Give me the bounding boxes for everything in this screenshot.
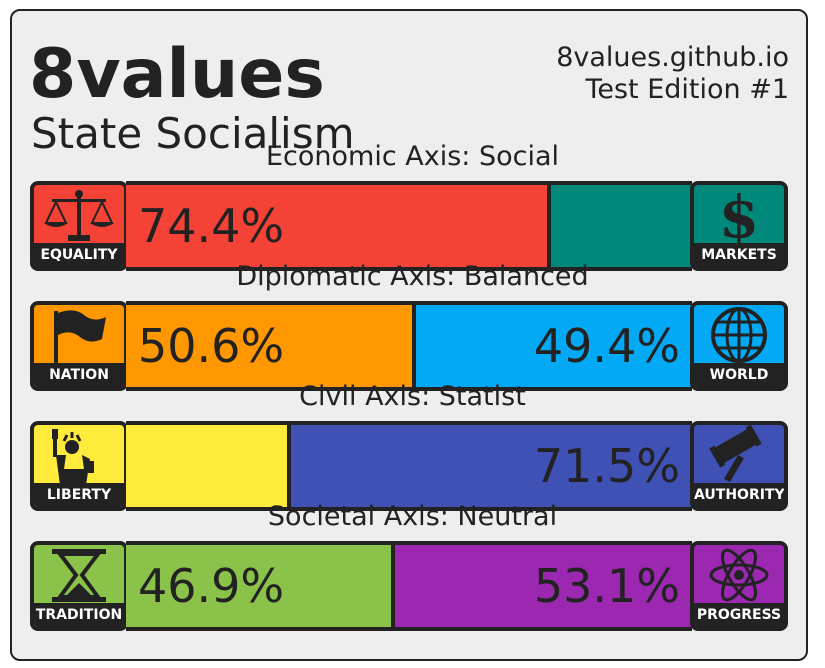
right-segment — [291, 425, 692, 507]
scales-icon — [44, 190, 114, 241]
left-segment — [126, 425, 287, 507]
icon-caption: WORLD — [694, 363, 784, 387]
right-percent: 49.4% — [533, 319, 680, 373]
icon-caption: AUTHORITY — [694, 483, 784, 507]
flag-icon — [54, 310, 106, 363]
dollar-icon: $ — [719, 185, 759, 245]
right-segment — [395, 545, 692, 627]
site-info: 8values.github.io Test Edition #1 — [556, 42, 789, 106]
statue-of-liberty-icon — [52, 429, 94, 485]
icon-caption: LIBERTY — [34, 483, 124, 507]
icon-caption: EQUALITY — [34, 243, 124, 267]
app-title: 8values — [29, 35, 325, 114]
axis-label: Diplomatic Axis: Balanced — [236, 261, 589, 292]
ideology-name: State Socialism — [31, 109, 355, 158]
axis-label: Economic Axis: Social — [265, 141, 560, 172]
icon-markets: $ MARKETS — [690, 181, 788, 271]
site-url: 8values.github.io — [556, 42, 789, 73]
segment-divider — [547, 185, 551, 267]
axis-label: Civil Axis: Statist — [299, 381, 526, 412]
icon-tradition: TRADITION — [30, 541, 128, 631]
axis-bar: 74.4% — [126, 181, 692, 271]
segment-divider — [391, 545, 395, 627]
right-percent: 53.1% — [533, 559, 680, 613]
left-segment — [126, 305, 412, 387]
gavel-icon — [709, 425, 762, 482]
left-segment — [126, 545, 391, 627]
icon-progress: PROGRESS — [690, 541, 788, 631]
icon-world: WORLD — [690, 301, 788, 391]
left-segment — [126, 185, 547, 267]
hourglass-icon — [52, 549, 106, 602]
edition-label: Test Edition #1 — [585, 74, 789, 105]
segment-divider — [287, 425, 291, 507]
icon-equality: EQUALITY — [30, 181, 128, 271]
right-segment — [416, 305, 692, 387]
globe-icon — [711, 307, 767, 363]
icon-authority: AUTHORITY — [690, 421, 788, 511]
segment-divider — [412, 305, 416, 387]
icon-caption: NATION — [34, 363, 124, 387]
icon-nation: NATION — [30, 301, 128, 391]
atom-icon — [709, 548, 769, 602]
axis-label: Societal Axis: Neutral — [267, 501, 558, 532]
left-percent: 74.4% — [138, 199, 285, 253]
icon-caption: TRADITION — [34, 603, 124, 627]
right-percent: 71.5% — [533, 439, 680, 493]
icon-caption: MARKETS — [694, 243, 784, 267]
icon-caption: PROGRESS — [694, 603, 784, 627]
axis-bar: 50.6% 49.4% — [126, 301, 692, 391]
left-percent: 50.6% — [138, 319, 285, 373]
right-segment — [551, 185, 692, 267]
axis-bar: 46.9% 53.1% — [126, 541, 692, 631]
left-percent: 46.9% — [138, 559, 285, 613]
axis-bar: 71.5% — [126, 421, 692, 511]
icon-liberty: LIBERTY — [30, 421, 128, 511]
svg-text:$: $ — [719, 185, 759, 245]
